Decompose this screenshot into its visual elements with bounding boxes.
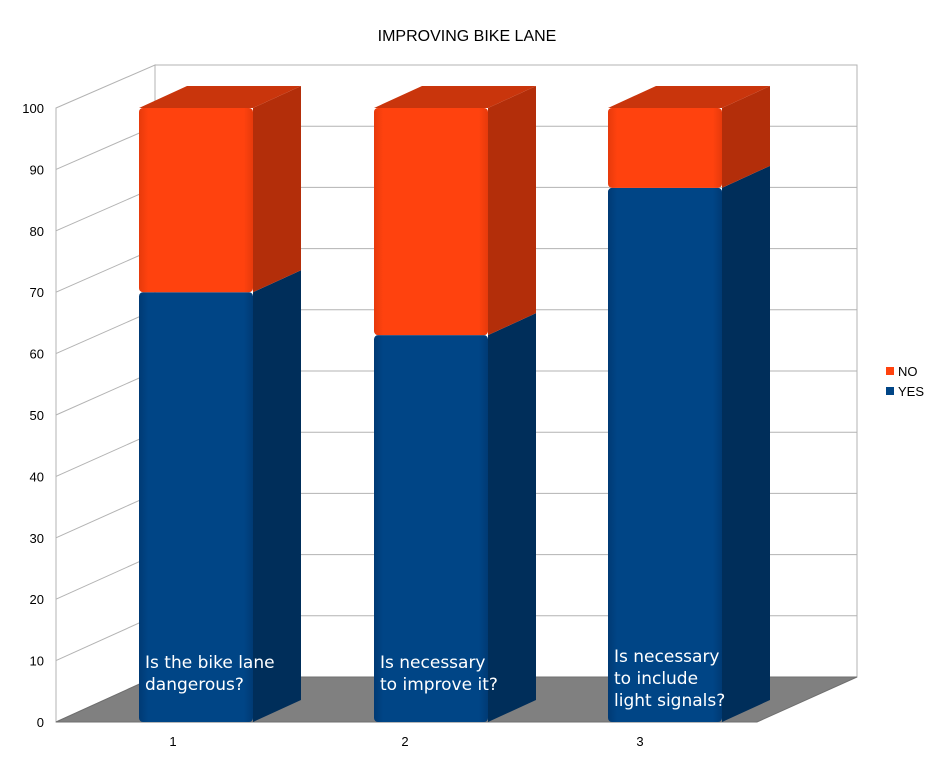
- gridline-left-40: [55, 431, 156, 477]
- bar-note-2-line-1: Is necessary: [380, 653, 486, 673]
- bar-note-2-line-2: to improve it?: [380, 675, 498, 695]
- bar-top-1: [139, 86, 301, 108]
- gridline-left-80: [55, 186, 156, 232]
- bar-yes-1: [139, 292, 253, 722]
- chart-title: IMPROVING BIKE LANE: [378, 28, 557, 45]
- x-tick-1: 1: [169, 734, 176, 749]
- bar-note-3-line-1: Is necessary: [614, 647, 720, 667]
- y-tick-20: 20: [30, 592, 44, 607]
- legend-label-yes: YES: [898, 384, 924, 399]
- gridline-left-60: [55, 309, 156, 355]
- bar-no-2: [374, 108, 488, 336]
- gridline-left-50: [55, 370, 156, 416]
- y-tick-0: 0: [37, 715, 44, 730]
- y-tick-10: 10: [30, 654, 44, 669]
- bar-yes-2: [374, 335, 488, 722]
- bar-note-1-line-2: dangerous?: [145, 675, 244, 695]
- bar-no-3-side: [722, 86, 770, 188]
- y-tick-70: 70: [30, 285, 44, 300]
- y-tick-90: 90: [30, 162, 44, 177]
- gridline-left-90: [55, 125, 156, 170]
- gridline-left-10: [55, 615, 156, 662]
- gridline-left-30: [55, 492, 156, 539]
- y-tick-100: 100: [22, 101, 44, 116]
- bar-no-3: [608, 108, 722, 188]
- legend-label-no: NO: [898, 364, 918, 379]
- bar-note-3-line-3: light signals?: [614, 691, 725, 711]
- bar-yes-3-side: [722, 165, 770, 722]
- y-tick-50: 50: [30, 408, 44, 423]
- legend-swatch-yes: [886, 387, 894, 395]
- bar-yes-2-side: [488, 313, 536, 722]
- bar-no-1-side: [253, 86, 301, 293]
- gridline-left-20: [55, 554, 156, 600]
- y-tick-60: 60: [30, 347, 44, 362]
- bar-top-2: [374, 86, 536, 108]
- bar-yes-3: [608, 187, 722, 722]
- bar-top-3: [608, 86, 770, 108]
- x-tick-2: 2: [401, 734, 408, 749]
- bar-note-1-line-1: Is the bike lane: [145, 653, 275, 673]
- legend-swatch-no: [886, 367, 894, 375]
- gridline-left-70: [55, 248, 156, 293]
- bar-note-3-line-2: to include: [614, 669, 698, 689]
- bar-yes-1-side: [253, 270, 301, 722]
- x-axis-ticks: 1 2 3: [169, 734, 643, 749]
- y-tick-80: 80: [30, 224, 44, 239]
- bar-no-1: [139, 108, 253, 293]
- y-tick-30: 30: [30, 531, 44, 546]
- y-tick-40: 40: [30, 469, 44, 484]
- bar-no-2-side: [488, 86, 536, 336]
- y-axis-ticks: 0 10 20 30 40 50 60 70 80 90 100: [22, 101, 44, 730]
- x-tick-3: 3: [636, 734, 643, 749]
- legend: NO YES: [886, 364, 924, 399]
